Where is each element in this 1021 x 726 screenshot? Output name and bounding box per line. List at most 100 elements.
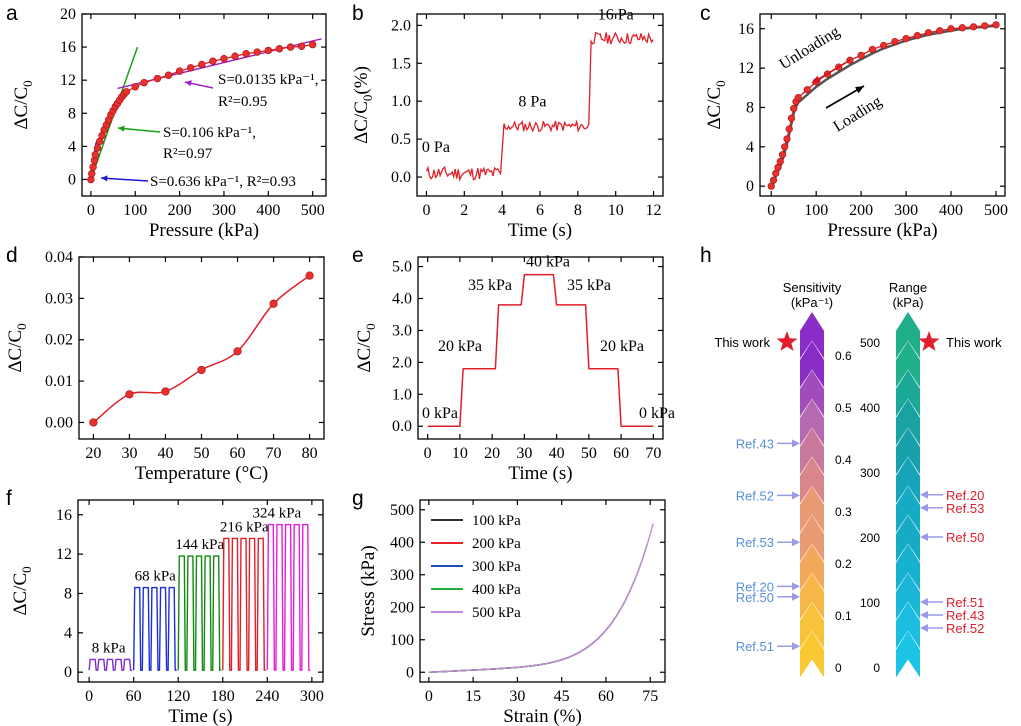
x-tick-label: 60 (598, 688, 614, 705)
x-tick-label: 8 (574, 202, 582, 219)
y-tick-label: 0.02 (45, 332, 73, 349)
y-tick-label: 12 (738, 60, 754, 77)
unloading-point (785, 125, 793, 133)
stress-curve (428, 577, 637, 673)
range-ref-label: Ref.51 (946, 595, 984, 610)
sensitivity-ref-arrow-head (792, 491, 800, 500)
panel-letter-e: e (352, 244, 364, 267)
y-tick-label: 4.0 (392, 291, 412, 308)
x-tick-label: 120 (166, 688, 190, 705)
sensitivity-ref-arrow-head (792, 592, 800, 601)
data-point (161, 387, 170, 396)
sensitivity-tick: 0.1 (835, 609, 852, 623)
x-tick-label: 0 (422, 202, 430, 219)
step-annotation: 35 kPa (468, 277, 512, 294)
legend-label: 400 kPa (472, 582, 521, 598)
sensitivity-ref-label: Ref.52 (736, 488, 774, 503)
fit-annotation-3: S=0.0135 kPa⁻¹, (218, 72, 318, 88)
chevron-segment (800, 341, 824, 388)
unloading-point (778, 151, 787, 159)
x-tick-label: 70 (645, 445, 661, 462)
y-axis-label: ΔC/C0 (704, 80, 728, 129)
x-tick-label: 20 (484, 445, 500, 462)
data-point (164, 71, 173, 79)
y-tick-label: 8 (68, 105, 76, 122)
sensitivity-ref-label: Ref.50 (736, 590, 774, 605)
data-point (88, 169, 96, 178)
unloading-point (880, 41, 888, 50)
arrow-head (101, 175, 108, 182)
x-tick-label: 180 (211, 688, 235, 705)
unloading-arrow-head (812, 75, 821, 83)
step-line (427, 273, 654, 427)
sensitivity-ref-label: Ref.53 (736, 535, 774, 550)
sensitivity-tick: 0.5 (835, 401, 852, 415)
x-tick-label: 30 (509, 688, 525, 705)
data-point (286, 43, 295, 51)
chevron-segment (800, 428, 824, 475)
y-tick-label: 500 (390, 502, 414, 519)
plot-frame (78, 256, 325, 440)
y-axis-label: ΔC/C0 (354, 323, 378, 372)
sensitivity-tick: 0.4 (835, 453, 852, 467)
data-point (253, 48, 261, 56)
data-point (275, 45, 284, 53)
y-tick-label: 400 (390, 534, 414, 551)
sensitivity-title: Sensitivity (783, 280, 842, 295)
x-tick-label: 400 (256, 202, 280, 219)
x-tick-label: 500 (301, 202, 325, 219)
y-axis-label: ΔC/C0 (11, 80, 35, 129)
y-tick-label: 8 (64, 585, 72, 602)
legend-label: 300 kPa (472, 559, 521, 575)
panel-letter-b: b (352, 2, 364, 25)
data-point (197, 365, 206, 375)
panel-letter-f: f (6, 487, 12, 510)
y-tick-label: 12 (60, 72, 76, 89)
data-point (209, 57, 217, 65)
cycle-label: 8 kPa (92, 640, 126, 656)
range-unit: (kPa) (892, 295, 923, 310)
fit-annotation-3b: R²=0.95 (218, 94, 267, 110)
x-tick-label: 60 (126, 688, 142, 705)
y-tick-label: 1.0 (391, 93, 411, 110)
chevron-segment (896, 631, 920, 678)
sensitivity-tick: 0.2 (835, 557, 852, 571)
data-point (153, 74, 162, 83)
y-tick-label: 0.00 (45, 414, 73, 431)
y-axis-label: ΔC/C0 (10, 566, 34, 615)
step-annotation: 40 kPa (526, 254, 570, 271)
x-tick-label: 40 (157, 445, 173, 462)
chevron-segment (800, 486, 824, 533)
x-tick-label: 0 (424, 445, 432, 462)
y-tick-label: 0.0 (391, 169, 411, 186)
x-tick-label: 80 (302, 445, 318, 462)
plot-frame (419, 499, 666, 683)
chevron-segment (800, 544, 824, 591)
range-ref-label: Ref.53 (946, 501, 984, 516)
chevron-segment (896, 573, 920, 620)
sensitivity-tick: 0 (835, 661, 842, 675)
stress-curve (428, 543, 648, 673)
x-tick-label: 60 (230, 445, 246, 462)
data-point (186, 64, 195, 72)
panel-letter-d: d (6, 244, 18, 267)
x-tick-label: 240 (255, 688, 279, 705)
fit-annotation-1: S=0.636 kPa⁻¹, R²=0.93 (150, 174, 296, 190)
panel-c: 0 100 200 300 400 500 0 4 8 12 16 Pressure (kPa) ΔC/… (704, 13, 1008, 241)
y-tick-label: 0 (68, 171, 76, 188)
this-work-star-right (918, 331, 940, 351)
cycle-series (222, 537, 266, 671)
x-tick-label: 20 (85, 445, 101, 462)
arrow-head (118, 125, 125, 132)
loading-arrow-head (855, 86, 864, 94)
chevron-segment (800, 312, 824, 359)
cycle-series (88, 658, 133, 671)
y-tick-label: 2.0 (392, 354, 412, 371)
legend-label: 500 kPa (472, 605, 521, 621)
cycle-series (266, 523, 311, 671)
chevron-segment (800, 457, 824, 504)
range-ref-arrow-head (920, 598, 928, 606)
step-annotation: 20 kPa (600, 338, 644, 355)
cycle-label: 324 kPa (252, 506, 301, 522)
range-ref-arrow-head (920, 490, 928, 499)
